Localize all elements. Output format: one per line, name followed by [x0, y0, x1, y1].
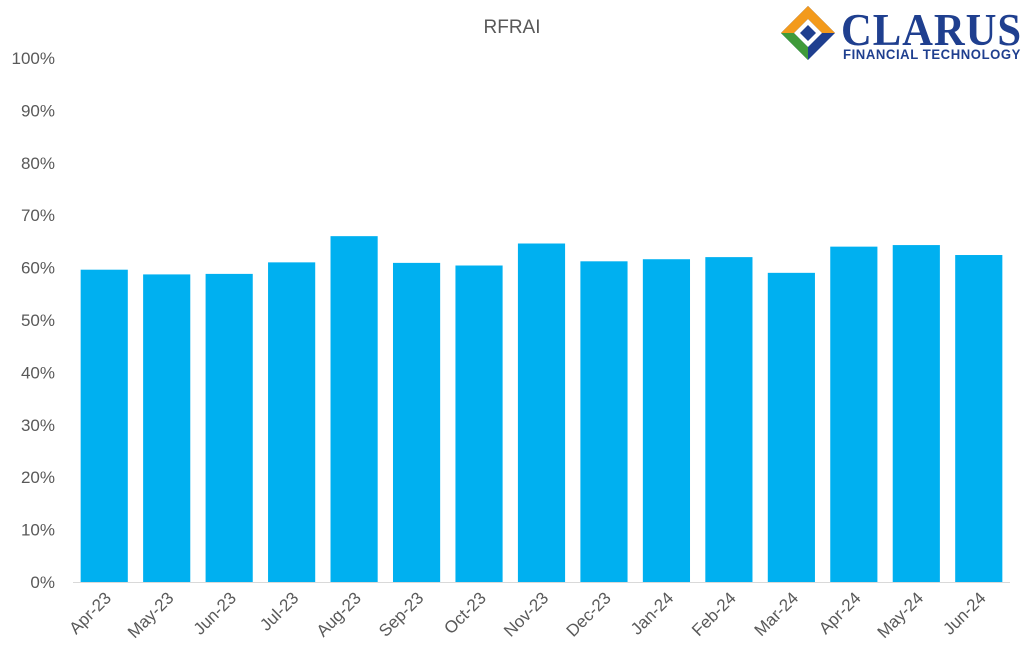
x-tick-label: Apr-23: [66, 588, 116, 638]
y-tick-label: 10%: [21, 521, 55, 540]
x-tick-label: May-23: [124, 588, 178, 642]
bar: [767, 272, 815, 582]
y-tick-label: 90%: [21, 101, 55, 120]
bar: [268, 262, 316, 582]
x-tick-label: Jun-23: [190, 588, 240, 638]
x-tick-label: Apr-24: [815, 588, 865, 638]
bar: [330, 236, 378, 582]
y-tick-label: 40%: [21, 363, 55, 382]
bar-series: [80, 236, 1003, 582]
bar: [892, 245, 940, 582]
x-axis: Apr-23 May-23 Jun-23 Jul-23 Aug-23 Sep-23 Oct-…: [66, 582, 1010, 642]
x-tick-label: Sep-23: [375, 588, 427, 640]
y-tick-label: 50%: [21, 311, 55, 330]
x-tick-label: Jun-24: [939, 588, 989, 638]
bar: [143, 274, 191, 582]
x-tick-label: Aug-23: [313, 588, 365, 640]
bar: [642, 259, 691, 582]
bar: [955, 255, 1003, 582]
x-tick-label: May-24: [874, 588, 928, 642]
y-tick-label: 100%: [12, 49, 55, 68]
y-axis: 0% 10% 20% 30% 40% 50% 60% 70% 80% 90% 100%: [12, 49, 55, 592]
y-tick-label: 0%: [30, 573, 55, 592]
bar: [80, 269, 128, 582]
x-tick-label: Jul-23: [256, 588, 302, 634]
bar: [580, 261, 628, 582]
x-tick-label: Dec-23: [563, 588, 615, 640]
chart-title: RFRAI: [484, 17, 541, 38]
x-tick-label: Feb-24: [688, 588, 740, 640]
logo-wordmark: CLARUS: [841, 4, 1022, 55]
x-tick-label: Mar-24: [751, 588, 803, 640]
y-tick-label: 60%: [21, 259, 55, 278]
bar: [455, 265, 503, 582]
y-tick-label: 20%: [21, 468, 55, 487]
bar: [205, 273, 253, 582]
y-tick-label: 30%: [21, 416, 55, 435]
logo-tagline: FINANCIAL TECHNOLOGY: [843, 47, 1021, 62]
y-tick-label: 70%: [21, 206, 55, 225]
bar: [830, 246, 878, 582]
bar: [705, 257, 753, 582]
clarus-diamond-icon: [781, 6, 835, 60]
y-tick-label: 80%: [21, 154, 55, 173]
clarus-logo: CLARUS FINANCIAL TECHNOLOGY: [781, 4, 1022, 62]
bar: [392, 262, 441, 582]
x-tick-label: Jan-24: [627, 588, 677, 638]
bar: [517, 243, 566, 582]
x-tick-label: Nov-23: [500, 588, 552, 640]
x-tick-label: Oct-23: [440, 588, 490, 638]
